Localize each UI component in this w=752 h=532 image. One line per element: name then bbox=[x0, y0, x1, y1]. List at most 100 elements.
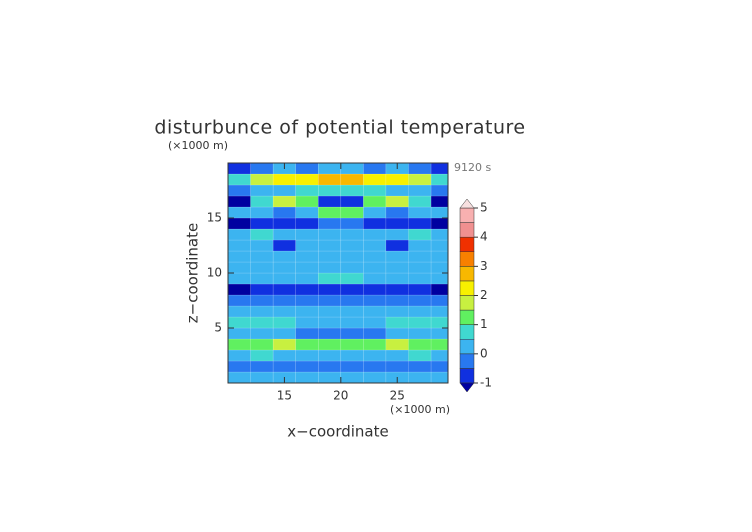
heat-cell bbox=[272, 217, 296, 230]
heat-cell bbox=[318, 349, 342, 362]
heat-cell bbox=[408, 163, 432, 175]
heat-cell bbox=[340, 250, 364, 263]
heat-cell bbox=[340, 239, 364, 252]
heat-cell bbox=[228, 217, 251, 230]
colorbar-tick-label: 5 bbox=[480, 201, 488, 215]
heat-cell bbox=[272, 283, 296, 296]
heat-cell bbox=[363, 173, 387, 186]
heat-cell bbox=[430, 228, 448, 241]
heat-cell bbox=[318, 184, 342, 197]
heatmap-cells bbox=[228, 163, 448, 383]
x-unit: (×1000 m) bbox=[390, 403, 450, 416]
heat-cell bbox=[430, 261, 448, 274]
heat-cell bbox=[430, 327, 448, 340]
heat-cell bbox=[318, 327, 342, 340]
heat-cell bbox=[250, 250, 274, 263]
heat-cell bbox=[250, 163, 274, 175]
heat-cell bbox=[430, 163, 448, 175]
colorbar-segment bbox=[459, 280, 475, 296]
colorbar-tick-label: 0 bbox=[480, 346, 488, 360]
heat-cell bbox=[228, 250, 251, 263]
heat-cell bbox=[430, 371, 448, 383]
heat-cell bbox=[272, 195, 296, 208]
heat-cell bbox=[272, 305, 296, 318]
heat-cell bbox=[363, 360, 387, 373]
heat-cell bbox=[385, 349, 409, 362]
heat-cell bbox=[363, 305, 387, 318]
heat-cell bbox=[340, 283, 364, 296]
colorbar-segment bbox=[459, 251, 475, 267]
heat-cell bbox=[295, 305, 319, 318]
heat-cell bbox=[272, 272, 296, 285]
heat-cell bbox=[295, 184, 319, 197]
heat-cell bbox=[363, 371, 387, 383]
colorbar-segment bbox=[459, 236, 475, 253]
colorbar-segment bbox=[459, 368, 475, 384]
heat-cell bbox=[295, 250, 319, 263]
heat-cell bbox=[295, 371, 319, 383]
colorbar-segment bbox=[459, 353, 475, 369]
heat-cell bbox=[228, 305, 251, 318]
heat-cell bbox=[228, 195, 251, 208]
heat-cell bbox=[318, 163, 342, 175]
heat-cell bbox=[250, 261, 274, 274]
heat-cell bbox=[363, 316, 387, 329]
x-tick-label: 15 bbox=[277, 389, 292, 403]
heat-cell bbox=[318, 338, 342, 351]
heat-cell bbox=[385, 272, 409, 285]
heat-cell bbox=[408, 228, 432, 241]
heat-cell bbox=[363, 217, 387, 230]
heat-cell bbox=[272, 239, 296, 252]
heat-cell bbox=[340, 316, 364, 329]
heat-cell bbox=[295, 272, 319, 285]
heat-cell bbox=[408, 184, 432, 197]
heat-cell bbox=[228, 338, 251, 351]
heat-cell bbox=[385, 195, 409, 208]
heat-cell bbox=[408, 360, 432, 373]
heat-cell bbox=[363, 195, 387, 208]
heat-cell bbox=[228, 261, 251, 274]
heat-cell bbox=[228, 327, 251, 340]
heat-cell bbox=[318, 228, 342, 241]
time-annotation: 9120 s bbox=[454, 161, 491, 174]
heat-cell bbox=[408, 294, 432, 307]
heat-cell bbox=[363, 163, 387, 175]
heat-cell bbox=[295, 338, 319, 351]
heat-cell bbox=[430, 305, 448, 318]
colorbar-tick-label: 1 bbox=[480, 317, 488, 331]
heat-cell bbox=[408, 250, 432, 263]
heat-cell bbox=[272, 261, 296, 274]
heat-cell bbox=[363, 338, 387, 351]
heat-cell bbox=[363, 261, 387, 274]
heat-cell bbox=[228, 283, 251, 296]
heat-cell bbox=[295, 206, 319, 219]
colorbar-tick-label: -1 bbox=[480, 376, 492, 390]
heat-cell bbox=[272, 360, 296, 373]
heat-cell bbox=[272, 294, 296, 307]
heat-cell bbox=[250, 305, 274, 318]
colorbar-tick-label: 4 bbox=[480, 230, 488, 244]
heat-cell bbox=[318, 206, 342, 219]
heat-cell bbox=[430, 195, 448, 208]
colorbar-segment bbox=[459, 222, 475, 238]
heat-cell bbox=[228, 360, 251, 373]
heat-cell bbox=[385, 228, 409, 241]
heat-cell bbox=[228, 228, 251, 241]
heat-cell bbox=[430, 338, 448, 351]
y-unit: (×1000 m) bbox=[168, 139, 228, 152]
heat-cell bbox=[430, 360, 448, 373]
heat-cell bbox=[250, 173, 274, 186]
heat-cell bbox=[363, 272, 387, 285]
heat-cell bbox=[250, 294, 274, 307]
heat-cell bbox=[430, 239, 448, 252]
heat-cell bbox=[340, 184, 364, 197]
heat-cell bbox=[430, 173, 448, 186]
heat-cell bbox=[228, 163, 251, 175]
heat-cell bbox=[318, 305, 342, 318]
heat-cell bbox=[363, 239, 387, 252]
heat-cell bbox=[228, 349, 251, 362]
heat-cell bbox=[272, 316, 296, 329]
heat-cell bbox=[318, 272, 342, 285]
heat-cell bbox=[340, 305, 364, 318]
